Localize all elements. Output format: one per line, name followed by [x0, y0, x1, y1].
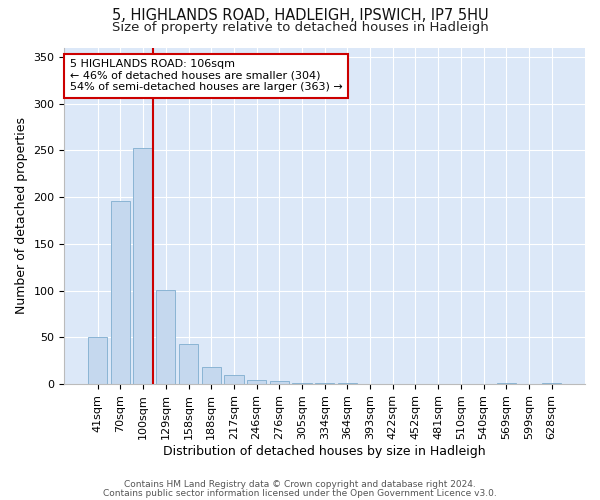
Bar [269, 382, 289, 384]
Bar [247, 380, 266, 384]
Bar [179, 344, 198, 384]
Bar [111, 201, 130, 384]
Text: 5 HIGHLANDS ROAD: 106sqm
← 46% of detached houses are smaller (304)
54% of semi-: 5 HIGHLANDS ROAD: 106sqm ← 46% of detach… [70, 60, 343, 92]
Text: 5, HIGHLANDS ROAD, HADLEIGH, IPSWICH, IP7 5HU: 5, HIGHLANDS ROAD, HADLEIGH, IPSWICH, IP… [112, 8, 488, 22]
Bar [315, 383, 334, 384]
Y-axis label: Number of detached properties: Number of detached properties [15, 118, 28, 314]
X-axis label: Distribution of detached houses by size in Hadleigh: Distribution of detached houses by size … [163, 444, 486, 458]
Text: Contains public sector information licensed under the Open Government Licence v3: Contains public sector information licen… [103, 489, 497, 498]
Bar [497, 383, 516, 384]
Text: Size of property relative to detached houses in Hadleigh: Size of property relative to detached ho… [112, 21, 488, 34]
Bar [224, 374, 244, 384]
Bar [338, 383, 357, 384]
Bar [202, 368, 221, 384]
Bar [156, 290, 175, 384]
Bar [292, 383, 311, 384]
Text: Contains HM Land Registry data © Crown copyright and database right 2024.: Contains HM Land Registry data © Crown c… [124, 480, 476, 489]
Bar [88, 338, 107, 384]
Bar [133, 148, 153, 384]
Bar [542, 383, 562, 384]
